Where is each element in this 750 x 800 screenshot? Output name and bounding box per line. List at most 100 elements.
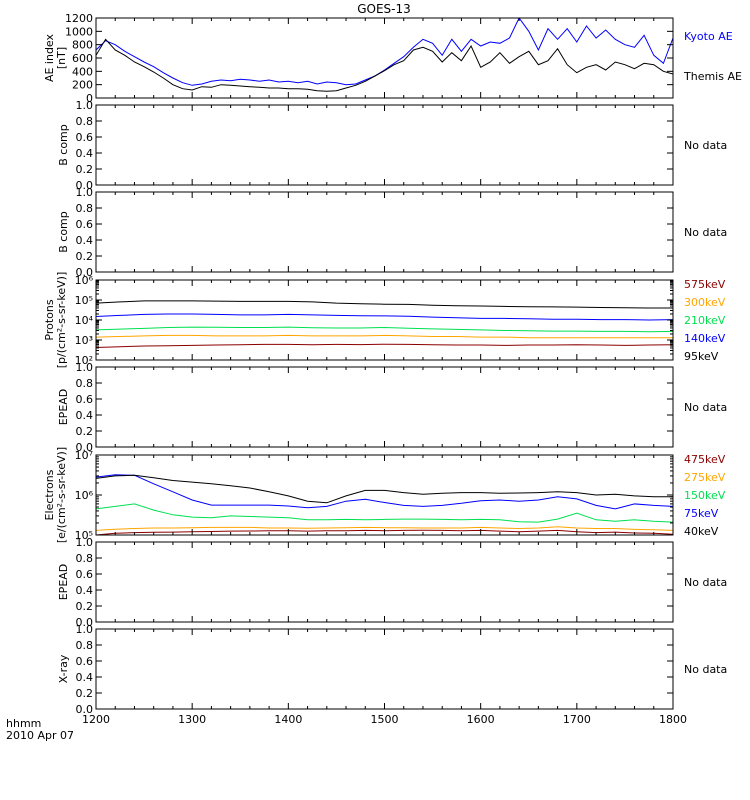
no-data-label: No data (684, 401, 727, 414)
y-tick-label: 10⁵ (75, 294, 93, 307)
y-axis-title: Protons (43, 299, 56, 340)
y-tick-label: 10⁴ (75, 314, 94, 327)
legend-entry-ae: Themis AE (683, 70, 742, 83)
y-tick-label: 10⁶ (75, 274, 94, 287)
date-label: 2010 Apr 07 (6, 729, 74, 742)
y-tick-label: 400 (72, 65, 93, 78)
y-axis-title: X-ray (57, 654, 70, 683)
series-line-ae-0 (96, 18, 673, 86)
legend-entry-electrons: 40keV (684, 525, 719, 538)
plot-title: GOES-13 (357, 2, 411, 16)
x-tick-label: 1700 (563, 713, 591, 726)
series-line-protons-4 (96, 300, 673, 309)
x-tick-label: 1200 (82, 713, 110, 726)
y-tick-label: 0.6 (76, 393, 94, 406)
panel-frame (95, 191, 674, 273)
y-tick-label: 10⁷ (75, 449, 93, 462)
y-tick-label: 10³ (75, 334, 93, 347)
y-tick-label: 1000 (65, 25, 93, 38)
y-tick-label: 1.0 (76, 99, 94, 112)
y-axis-title: EPEAD (57, 389, 70, 426)
series-line-electrons-3 (96, 474, 673, 510)
y-tick-label: 0.8 (76, 377, 94, 390)
time-format-label: hhmm (6, 717, 41, 730)
legend-entry-protons: 210keV (684, 314, 726, 327)
series-line-protons-0 (96, 343, 673, 348)
y-tick-label: 1.0 (76, 536, 94, 549)
y-tick-label: 1.0 (76, 361, 94, 374)
y-tick-label: 0.4 (76, 234, 94, 247)
y-axis-title: [e/(cm²-s-sr-keV)] (55, 447, 68, 543)
no-data-label: No data (684, 139, 727, 152)
x-tick-label: 1400 (274, 713, 302, 726)
legend-entry-electrons: 75keV (684, 507, 719, 520)
y-tick-label: 0.0 (76, 441, 94, 454)
y-tick-label: 0.0 (76, 703, 94, 716)
y-axis-title: AE index (43, 33, 56, 82)
y-tick-label: 0.2 (76, 687, 94, 700)
legend-entry-protons: 575keV (684, 278, 726, 291)
x-tick-label: 1800 (659, 713, 687, 726)
y-axis-title: EPEAD (57, 564, 70, 601)
y-tick-label: 0.2 (76, 163, 94, 176)
panel-frame (95, 366, 674, 448)
y-axis-title: [p/(cm²-s-sr-keV)] (55, 272, 68, 369)
legend-entry-protons: 300keV (684, 296, 726, 309)
y-tick-label: 10⁶ (75, 489, 94, 502)
y-tick-label: 1.0 (76, 623, 94, 636)
panel-bcomp2: 0.0 0.2 0.4 0.6 0.8 1.0 B comp No data (57, 186, 727, 279)
panel-bcomp1: 0.0 0.2 0.4 0.6 0.8 1.0 B comp No data (57, 99, 727, 192)
panel-frame (95, 279, 674, 361)
y-tick-label: 10⁵ (75, 529, 93, 542)
y-tick-label: 0.2 (76, 250, 94, 263)
y-tick-label: 0.6 (76, 218, 94, 231)
y-tick-label: 0.2 (76, 425, 94, 438)
panel-frame (95, 628, 674, 710)
y-tick-label: 0.6 (76, 655, 94, 668)
y-axis-title: [nT] (55, 47, 68, 69)
legend-entry-electrons: 275keV (684, 471, 726, 484)
y-tick-label: 800 (72, 39, 93, 52)
series-line-protons-1 (96, 334, 673, 339)
y-tick-label: 0.0 (76, 179, 94, 192)
y-tick-label: 0.0 (76, 616, 94, 629)
y-tick-label: 0 (86, 92, 93, 105)
panel-epead2: 0.0 0.2 0.4 0.6 0.8 1.0 EPEAD No data (57, 536, 727, 629)
y-tick-label: 0.2 (76, 600, 94, 613)
y-axis-title: B comp (57, 211, 70, 253)
y-tick-label: 600 (72, 52, 93, 65)
y-tick-label: 0.4 (76, 147, 94, 160)
y-axis-title: B comp (57, 124, 70, 166)
no-data-label: No data (684, 663, 727, 676)
panel-frame (95, 104, 674, 186)
y-tick-label: 0.8 (76, 202, 94, 215)
panel-frame (95, 454, 674, 536)
x-tick-label: 1500 (371, 713, 399, 726)
y-tick-label: 1.0 (76, 186, 94, 199)
series-line-protons-2 (96, 326, 673, 333)
series-line-electrons-4 (96, 474, 673, 504)
series-line-protons-3 (96, 313, 673, 321)
y-axis-title: Electrons (43, 469, 56, 520)
y-tick-label: 0.8 (76, 552, 94, 565)
y-tick-label: 0.8 (76, 115, 94, 128)
y-tick-label: 200 (72, 79, 93, 92)
series-line-ae-1 (96, 38, 673, 92)
series-line-electrons-2 (96, 503, 673, 523)
y-tick-label: 0.4 (76, 409, 94, 422)
panel-frame (95, 541, 674, 623)
panel-electrons: 10⁵ 10⁶ 10⁷ Electrons [e/(cm²-s-sr-keV)] 475k… (43, 447, 726, 543)
series-line-electrons-1 (96, 526, 673, 531)
y-tick-label: 0.0 (76, 266, 94, 279)
y-tick-label: 0.8 (76, 639, 94, 652)
y-tick-label: 0.4 (76, 671, 94, 684)
y-tick-label: 1200 (65, 12, 93, 25)
x-tick-label: 1600 (467, 713, 495, 726)
y-tick-label: 0.6 (76, 131, 94, 144)
y-tick-label: 0.4 (76, 584, 94, 597)
legend-entry-ae: Kyoto AE (684, 30, 733, 43)
legend-entry-protons: 95keV (684, 350, 719, 363)
